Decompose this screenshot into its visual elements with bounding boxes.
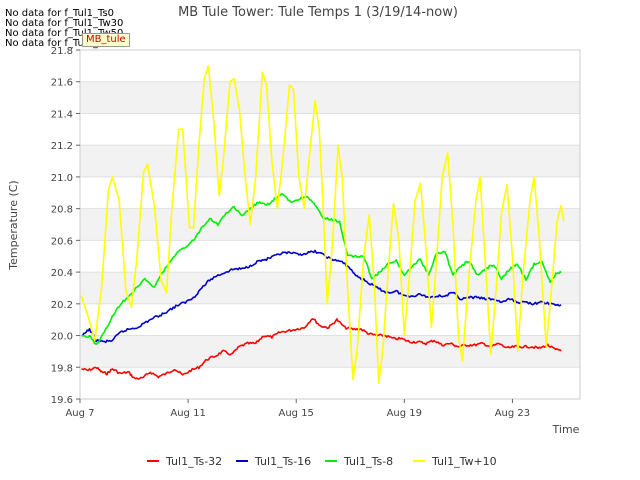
- y-axis-label: Temperature (C): [7, 180, 20, 270]
- grid-band: [80, 208, 580, 241]
- series-lines: [80, 65, 565, 384]
- x-tick-label: Aug 7: [65, 408, 94, 419]
- x-axis-ticks: Aug 7 Aug 11 Aug 15 Aug 19 Aug 23: [65, 399, 530, 419]
- y-tick-label: 21.8: [51, 46, 73, 57]
- y-tick-label: 21.0: [51, 173, 73, 184]
- no-data-note-2: No data for f_Tul1_Tw30: [5, 18, 124, 29]
- y-tick-label: 19.8: [51, 363, 73, 374]
- x-axis-label: Time: [552, 423, 580, 436]
- legend-label: Tul1_Ts-32: [165, 455, 222, 468]
- y-tick-label: 20.2: [51, 300, 73, 311]
- y-tick-label: 21.6: [51, 78, 73, 89]
- series-line-Tul1_Ts-32: [81, 318, 562, 380]
- grid-band: [80, 335, 580, 368]
- y-tick-label: 20.4: [51, 268, 73, 279]
- x-tick-label: Aug 11: [170, 408, 205, 419]
- y-axis-ticks: 19.6 19.8 20.0 20.2 20.4 20.6 20.8 21.0 21.2 21.4…: [51, 46, 80, 406]
- series-line-Tul1_Ts-16: [81, 249, 562, 344]
- site-tag: MB_tule: [82, 33, 130, 47]
- x-tick-label: Aug 23: [495, 408, 530, 419]
- y-tick-label: 20.0: [51, 332, 73, 343]
- legend-label: Tul1_Ts-8: [343, 455, 393, 468]
- y-tick-label: 19.6: [51, 395, 73, 406]
- no-data-note-4: No data for f_Tul1_Tw60: [5, 38, 124, 49]
- legend: Tul1_Ts-32 Tul1_Ts-16 Tul1_Ts-8 Tul1_Tw+10: [147, 455, 497, 468]
- x-tick-label: Aug 15: [278, 408, 313, 419]
- grid-band: [80, 81, 580, 114]
- series-line-Tul1_Tw+10: [80, 65, 565, 384]
- x-tick-label: Aug 19: [387, 408, 422, 419]
- no-data-note-3: No data for f_Tul1_Tw50: [5, 28, 124, 39]
- chart-title: MB Tule Tower: Tule Temps 1 (3/19/14-now…: [178, 5, 458, 20]
- y-tick-label: 21.4: [51, 109, 73, 120]
- plot-frame: [79, 49, 581, 400]
- no-data-note-1: No data for f_Tul1_Ts0: [5, 8, 115, 19]
- legend-label: Tul1_Ts-16: [254, 455, 311, 468]
- y-tick-label: 21.2: [51, 141, 73, 152]
- legend-label: Tul1_Tw+10: [431, 455, 497, 468]
- y-tick-label: 20.6: [51, 236, 73, 247]
- grid-band: [80, 145, 580, 177]
- y-tick-label: 20.8: [51, 205, 73, 216]
